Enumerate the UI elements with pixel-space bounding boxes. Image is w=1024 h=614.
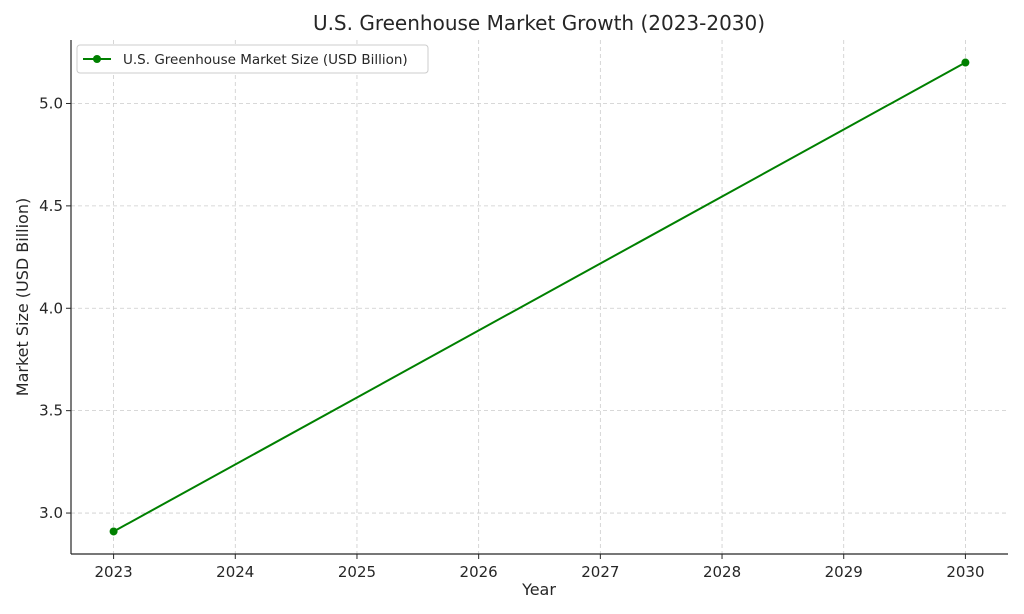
series-layer bbox=[109, 58, 970, 536]
grid-lines bbox=[71, 40, 1008, 554]
y-tick-label: 5.0 bbox=[39, 94, 63, 112]
x-tick-label: 2028 bbox=[703, 563, 741, 581]
y-tick-label: 3.0 bbox=[39, 504, 63, 522]
data-point bbox=[961, 58, 970, 67]
y-axis-label: Market Size (USD Billion) bbox=[13, 198, 32, 396]
x-tick-label: 2023 bbox=[94, 563, 132, 581]
series-line bbox=[113, 61, 966, 533]
chart-title: U.S. Greenhouse Market Growth (2023-2030… bbox=[313, 11, 765, 35]
x-axis-label: Year bbox=[521, 580, 556, 599]
legend-box bbox=[76, 44, 429, 74]
x-tick-label: 2029 bbox=[825, 563, 863, 581]
data-point bbox=[109, 527, 118, 536]
x-tick-label: 2025 bbox=[338, 563, 376, 581]
legend-marker-swatch bbox=[93, 55, 101, 63]
legend-label: U.S. Greenhouse Market Size (USD Billion… bbox=[123, 52, 408, 68]
x-tick-label: 2030 bbox=[946, 563, 984, 581]
y-tick-label: 4.0 bbox=[39, 299, 63, 317]
x-tick-label: 2026 bbox=[460, 563, 498, 581]
y-tick-label: 3.5 bbox=[39, 402, 63, 420]
tick-labels: 2023 2024 2025 2026 2027 2028 2029 2030 3.0 3.5 4.… bbox=[39, 94, 984, 581]
axes bbox=[66, 40, 1008, 559]
y-tick-label: 4.5 bbox=[39, 197, 63, 215]
legend: U.S. Greenhouse Market Size (USD Billion… bbox=[76, 44, 429, 74]
x-tick-label: 2027 bbox=[581, 563, 619, 581]
x-tick-label: 2024 bbox=[216, 563, 254, 581]
